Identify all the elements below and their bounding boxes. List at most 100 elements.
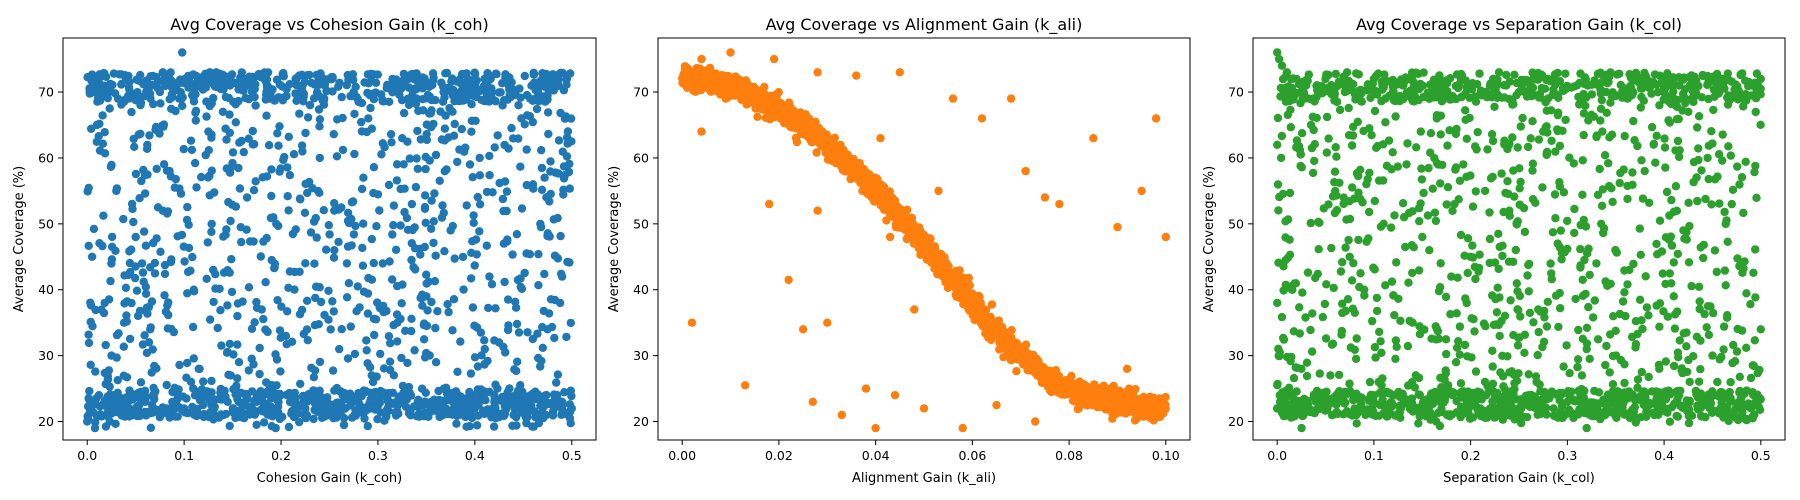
scatter-point <box>1320 299 1330 309</box>
scatter-point <box>504 81 513 90</box>
scatter-point <box>162 404 171 413</box>
chart-title: Avg Coverage vs Alignment Gain (k_ali) <box>766 15 1083 35</box>
scatter-point <box>1006 94 1016 103</box>
scatter-point <box>370 405 380 414</box>
scatter-point <box>315 153 324 163</box>
scatter-point <box>1051 376 1060 386</box>
scatter-point <box>457 124 466 134</box>
scatter-point <box>251 177 260 186</box>
scatter-point <box>142 303 151 312</box>
scatter-point <box>453 367 462 376</box>
scatter-point <box>1714 150 1724 159</box>
scatter-point <box>938 261 948 270</box>
scatter-point <box>119 318 129 327</box>
scatter-point <box>697 82 706 92</box>
scatter-point <box>461 87 470 97</box>
scatter-point <box>522 180 531 190</box>
x-tick-label: 0.2 <box>271 448 291 463</box>
scatter-point <box>372 222 381 231</box>
scatter-point <box>429 238 438 248</box>
scatter-point <box>225 421 234 431</box>
scatter-point <box>339 391 349 400</box>
scatter-point <box>760 90 770 99</box>
scatter-point <box>354 404 363 413</box>
scatter-point <box>159 160 169 169</box>
scatter-point <box>1446 310 1455 319</box>
scatter-point <box>323 393 332 402</box>
scatter-point <box>1324 134 1333 143</box>
scatter-point <box>1404 381 1413 390</box>
scatter-point <box>1704 174 1713 184</box>
scatter-point <box>1273 113 1283 123</box>
scatter-point <box>216 306 225 315</box>
scatter-point <box>430 189 439 198</box>
scatter-point <box>167 104 176 114</box>
scatter-point <box>1463 234 1473 243</box>
scatter-point <box>1604 159 1613 168</box>
scatter-point <box>1032 354 1041 363</box>
scatter-point <box>1528 117 1537 126</box>
scatter-point <box>107 232 117 242</box>
scatter-point <box>885 187 894 196</box>
scatter-point <box>132 286 142 295</box>
scatter-point <box>402 213 412 223</box>
scatter-point <box>1104 400 1114 409</box>
scatter-point <box>391 245 401 254</box>
scatter-point <box>303 113 313 122</box>
scatter-point <box>533 329 542 338</box>
scatter-point <box>387 138 396 147</box>
scatter-point <box>140 331 149 340</box>
scatter-point <box>90 423 100 433</box>
scatter-point <box>83 73 92 82</box>
scatter-point <box>1415 217 1424 226</box>
scatter-point <box>357 184 367 194</box>
scatter-point <box>808 397 817 406</box>
scatter-point <box>145 407 154 416</box>
chart-title: Avg Coverage vs Cohesion Gain (k_coh) <box>170 15 488 35</box>
scatter-point <box>129 217 138 227</box>
scatter-point <box>477 351 486 360</box>
scatter-point <box>371 78 381 88</box>
scatter-point <box>471 116 480 126</box>
scatter-point <box>183 289 192 298</box>
scatter-point <box>1644 372 1653 382</box>
scatter-point <box>122 393 131 402</box>
scatter-point <box>358 261 368 270</box>
scatter-point <box>426 123 436 132</box>
scatter-point <box>485 272 494 281</box>
scatter-point <box>512 319 522 329</box>
scatter-point <box>861 384 871 393</box>
scatter-point <box>160 291 169 300</box>
scatter-point <box>1365 168 1374 177</box>
scatter-point <box>491 304 500 313</box>
scatter-point <box>1642 303 1652 312</box>
scatter-point <box>410 346 419 355</box>
scatter-point <box>236 223 245 232</box>
y-tick-label: 20 <box>633 414 649 429</box>
scatter-point <box>144 338 154 347</box>
scatter-point <box>325 410 334 420</box>
scatter-point <box>310 259 319 268</box>
scatter-point <box>202 274 211 283</box>
scatter-point <box>740 381 750 390</box>
scatter-point <box>302 325 312 334</box>
scatter-point <box>1497 169 1506 178</box>
scatter-point <box>440 247 449 256</box>
scatter-point <box>223 397 232 406</box>
scatter-point <box>827 144 837 153</box>
scatter-point <box>687 318 697 327</box>
scatter-point <box>1352 334 1361 343</box>
scatter-point <box>193 404 202 414</box>
scatter-point <box>1749 268 1758 277</box>
scatter-point <box>349 87 358 97</box>
scatter-point <box>437 213 447 222</box>
axes-frame <box>657 37 1191 441</box>
scatter-point <box>447 388 457 398</box>
scatter-point <box>95 239 104 248</box>
scatter-point <box>1364 207 1374 217</box>
scatter-point <box>389 201 399 210</box>
scatter-points <box>678 48 1171 433</box>
scatter-point <box>1109 381 1118 391</box>
scatter-point <box>308 184 317 193</box>
